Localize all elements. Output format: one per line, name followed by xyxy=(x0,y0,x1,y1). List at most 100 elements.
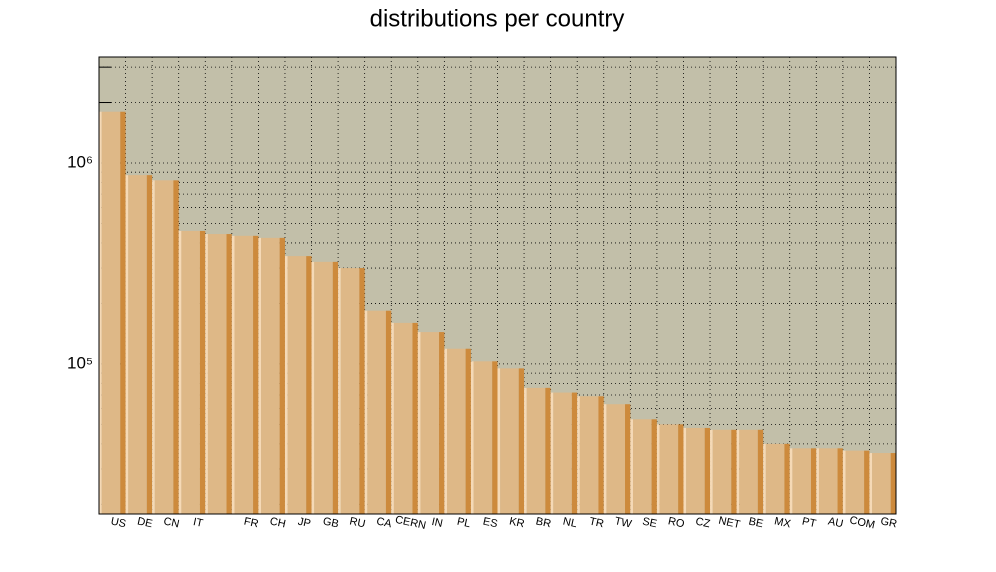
bar-shadow xyxy=(359,268,365,514)
x-tick-label: TR xyxy=(588,516,605,531)
bar-shadow xyxy=(199,230,206,515)
chart-title: distributions per country xyxy=(370,5,625,32)
bar-shadow xyxy=(545,387,551,514)
bar xyxy=(792,448,811,514)
bar xyxy=(447,348,466,514)
bar-highlight xyxy=(710,429,713,514)
bar-shadow xyxy=(332,261,339,514)
bar-highlight xyxy=(816,448,819,514)
bar-highlight xyxy=(284,256,288,514)
bar xyxy=(101,111,121,514)
x-tick-label: US xyxy=(110,515,127,530)
x-tick-label: PT xyxy=(801,516,818,531)
bar-shadow xyxy=(571,392,578,514)
bar xyxy=(500,368,519,514)
bar-highlight xyxy=(311,261,315,514)
bar xyxy=(659,424,679,514)
x-tick-label: NL xyxy=(562,516,578,531)
x-tick-label: PL xyxy=(456,516,472,531)
bar-highlight xyxy=(524,387,527,514)
y-tick-label: 10⁵ xyxy=(67,353,93,372)
bar-shadow xyxy=(226,234,232,515)
bar-highlight xyxy=(338,268,341,514)
bar-highlight xyxy=(550,392,554,514)
x-tick-label: CA xyxy=(375,515,393,530)
bar xyxy=(207,234,227,515)
bar-shadow xyxy=(890,453,896,514)
bar-shadow xyxy=(598,396,604,514)
bar-shadow xyxy=(385,310,392,514)
x-tick-label: SE xyxy=(641,516,658,531)
bar-shadow xyxy=(864,450,870,514)
bar xyxy=(261,237,280,514)
bar-shadow xyxy=(651,419,657,514)
bar xyxy=(739,429,758,514)
bar xyxy=(287,256,307,514)
bar-shadow xyxy=(439,332,445,514)
x-tick-label: RO xyxy=(667,515,686,530)
x-tick-label: IN xyxy=(430,516,443,530)
bar-shadow xyxy=(518,368,525,514)
bar-shadow xyxy=(146,175,153,514)
x-tick-label: CH xyxy=(269,515,287,530)
bar-shadow xyxy=(173,180,179,514)
bar xyxy=(181,230,200,515)
bar-highlight xyxy=(231,235,235,514)
bar-highlight xyxy=(470,361,474,514)
bar-shadow xyxy=(465,348,471,514)
bar xyxy=(473,361,493,514)
x-tick-label: KR xyxy=(508,515,525,530)
bar-highlight xyxy=(99,111,102,514)
x-tick-label: GB xyxy=(322,515,340,530)
bar xyxy=(526,387,546,514)
bar-shadow xyxy=(625,404,631,514)
bar xyxy=(632,419,652,514)
x-tick-label: BR xyxy=(535,515,552,530)
bar-highlight xyxy=(444,348,448,514)
bar xyxy=(234,235,254,514)
bar-shadow xyxy=(810,448,817,514)
x-tick-label: GR xyxy=(879,515,898,530)
bar xyxy=(712,429,732,514)
bar xyxy=(872,453,891,514)
bar xyxy=(340,268,360,514)
x-tick-label: JP xyxy=(297,516,312,530)
y-tick-label: 10⁶ xyxy=(67,152,93,171)
bar xyxy=(579,396,599,514)
bar-shadow xyxy=(757,429,764,514)
x-tick-label: CZ xyxy=(694,516,711,531)
bar-highlight xyxy=(603,404,607,514)
bar xyxy=(420,332,440,514)
bar-shadow xyxy=(306,256,312,514)
x-tick-label: COM xyxy=(848,514,876,531)
bar-shadow xyxy=(731,429,737,514)
x-tick-label: FR xyxy=(243,516,260,531)
bar-highlight xyxy=(497,368,501,514)
bar-shadow xyxy=(678,424,684,514)
bar-highlight xyxy=(842,450,846,514)
bar-highlight xyxy=(258,237,262,514)
bar-highlight xyxy=(205,234,208,515)
bar-shadow xyxy=(412,322,418,514)
bar-shadow xyxy=(784,443,790,514)
bar-highlight xyxy=(152,180,155,514)
bar-highlight xyxy=(869,453,873,514)
bar-shadow xyxy=(492,361,498,514)
bar xyxy=(314,261,333,514)
x-tick-label: ES xyxy=(482,516,499,531)
bar xyxy=(367,310,386,514)
bar-shadow xyxy=(120,111,126,514)
bar xyxy=(553,392,572,514)
x-tick-label: IT xyxy=(192,516,204,530)
bar xyxy=(818,448,838,514)
bar xyxy=(128,175,147,514)
bar-highlight xyxy=(736,429,740,514)
bar-shadow xyxy=(253,235,259,514)
bar xyxy=(393,322,413,514)
bar xyxy=(765,443,785,514)
plot-frame xyxy=(98,56,897,515)
bar-highlight xyxy=(763,443,766,514)
x-tick-label: TW xyxy=(613,515,633,530)
bar-highlight xyxy=(417,332,421,514)
